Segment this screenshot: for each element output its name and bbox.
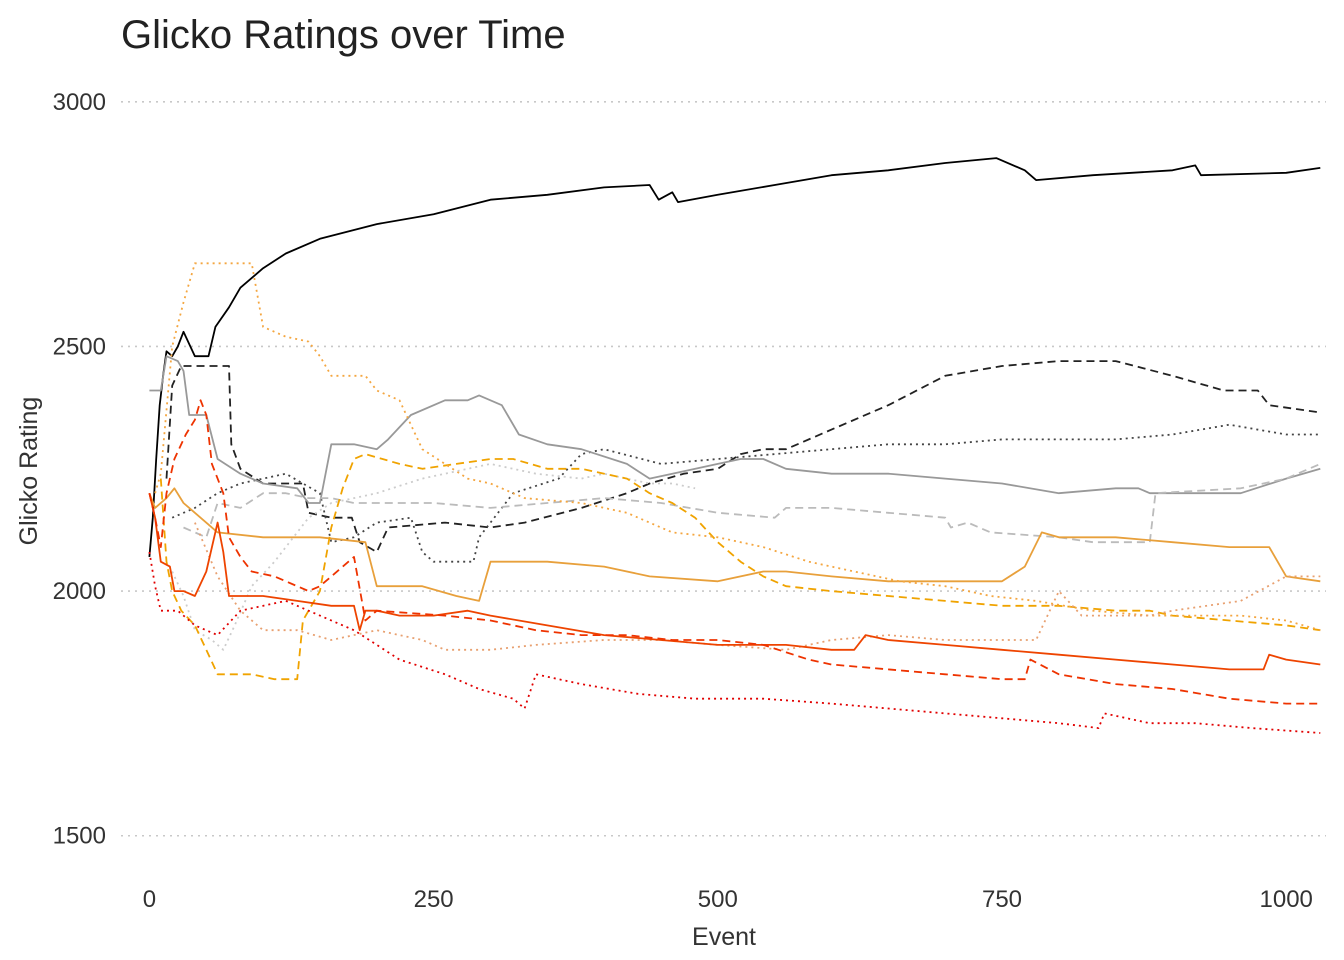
series-line-5: [183, 463, 1321, 544]
series-lines: [148, 157, 1321, 734]
series-line-13: [148, 551, 1321, 734]
series-line-11: [148, 492, 1321, 671]
series-line-4: [149, 355, 1321, 504]
series-line-3: [171, 423, 1321, 563]
series-line-7: [148, 487, 1321, 602]
x-tick-label: 500: [698, 886, 738, 913]
x-axis-ticks: 0 250 500 750 1000: [143, 886, 1313, 913]
series-line-6: [171, 463, 696, 651]
x-tick-label: 0: [143, 886, 156, 913]
y-axis-title: Glicko Rating: [15, 397, 43, 546]
series-line-10: [194, 522, 1321, 651]
y-tick-label: 2000: [53, 578, 106, 605]
x-tick-label: 1000: [1260, 886, 1313, 913]
series-line-1: [148, 157, 1321, 557]
series-line-8: [159, 453, 1321, 681]
y-tick-label: 3000: [53, 89, 106, 116]
series-line-2: [165, 360, 1321, 553]
series-line-12: [148, 399, 1321, 705]
x-tick-label: 250: [414, 886, 454, 913]
chart-title: Glicko Ratings over Time: [121, 13, 566, 57]
y-axis-ticks: 1500 2000 2500 3000: [53, 89, 106, 850]
y-tick-label: 2500: [53, 333, 106, 360]
series-line-9: [154, 262, 1321, 632]
x-axis-title: Event: [692, 923, 756, 951]
y-tick-label: 1500: [53, 823, 106, 850]
x-tick-label: 750: [982, 886, 1022, 913]
gridlines: [121, 101, 1326, 837]
